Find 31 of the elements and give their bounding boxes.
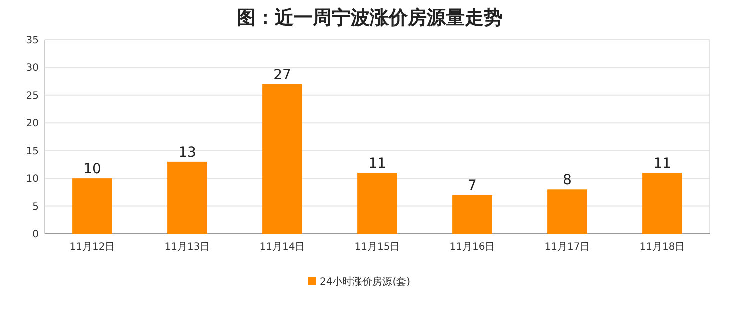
legend-label: 24小时涨价房源(套) bbox=[320, 276, 411, 288]
bar bbox=[262, 84, 302, 234]
data-label: 27 bbox=[274, 67, 292, 84]
y-tick-label: 20 bbox=[26, 118, 39, 130]
bar bbox=[642, 173, 682, 234]
chart-title: 图：近一周宁波涨价房源量走势 bbox=[237, 7, 503, 29]
data-label: 8 bbox=[563, 172, 572, 189]
x-tick-label: 11月17日 bbox=[544, 242, 590, 253]
bar bbox=[452, 195, 492, 234]
data-label: 7 bbox=[468, 178, 477, 194]
y-tick-label: 25 bbox=[26, 90, 39, 102]
bar bbox=[72, 178, 112, 234]
data-label: 11 bbox=[654, 156, 672, 172]
x-tick-label: 11月18日 bbox=[640, 242, 686, 253]
bar bbox=[168, 162, 208, 234]
data-label: 11 bbox=[368, 156, 386, 172]
x-tick-label: 11月12日 bbox=[70, 242, 116, 253]
bar bbox=[548, 190, 588, 234]
bar bbox=[358, 173, 398, 234]
x-tick-label: 11月16日 bbox=[450, 242, 496, 253]
x-tick-label: 11月13日 bbox=[164, 242, 210, 253]
y-tick-label: 35 bbox=[26, 36, 39, 46]
data-label: 10 bbox=[84, 162, 102, 178]
y-tick-label: 5 bbox=[32, 202, 39, 213]
y-tick-label: 10 bbox=[26, 174, 39, 186]
x-tick-label: 11月14日 bbox=[260, 242, 306, 253]
y-tick-label: 0 bbox=[32, 230, 39, 240]
data-label: 13 bbox=[178, 144, 196, 161]
y-tick-label: 30 bbox=[26, 63, 39, 74]
y-tick-label: 15 bbox=[26, 146, 39, 158]
x-tick-label: 11月15日 bbox=[354, 242, 400, 253]
